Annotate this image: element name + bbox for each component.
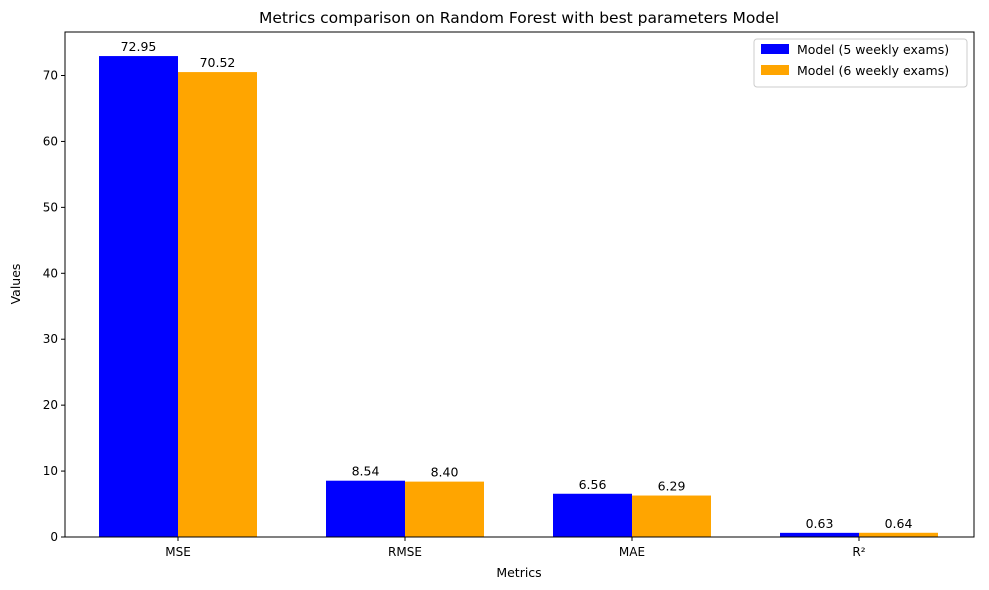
y-axis: 0 10 20 30 40 50 60 70 <box>43 69 65 544</box>
data-label: 6.29 <box>658 479 686 494</box>
x-axis-label: Metrics <box>496 565 541 580</box>
data-label: 8.40 <box>431 465 459 480</box>
y-axis-label: Values <box>8 264 23 305</box>
y-tick-label: 0 <box>50 530 58 544</box>
y-tick-label: 40 <box>43 266 58 280</box>
bar <box>553 493 632 537</box>
y-tick-label: 60 <box>43 134 58 148</box>
bar <box>405 481 484 537</box>
legend-frame <box>753 38 968 88</box>
data-label: 8.54 <box>352 464 380 479</box>
x-tick-label: MSE <box>165 545 191 559</box>
legend-label: Model (6 weekly exams) <box>797 63 949 78</box>
x-tick-label: RMSE <box>388 545 422 559</box>
chart-title: Metrics comparison on Random Forest with… <box>259 9 779 27</box>
y-tick-label: 10 <box>43 464 58 478</box>
data-label: 70.52 <box>200 55 236 70</box>
legend-swatch <box>761 65 789 75</box>
x-tick-label: R² <box>852 545 865 559</box>
data-label: 0.64 <box>885 516 913 531</box>
bar <box>780 532 859 537</box>
legend-swatch <box>761 44 789 54</box>
bar <box>178 72 257 537</box>
y-tick-label: 30 <box>43 332 58 346</box>
bar <box>326 480 405 537</box>
y-tick-label: 20 <box>43 398 58 412</box>
y-tick-label: 50 <box>43 200 58 214</box>
data-label-group: 72.95 8.54 6.56 0.63 70.52 8.40 6.29 0.64 <box>121 39 913 531</box>
legend: Model (5 weekly exams) Model (6 weekly ex… <box>753 38 968 88</box>
x-tick-label: MAE <box>619 545 645 559</box>
y-tick-label: 70 <box>43 69 58 83</box>
legend-label: Model (5 weekly exams) <box>797 42 949 57</box>
x-axis: MSE RMSE MAE R² <box>165 537 866 559</box>
data-label: 0.63 <box>806 516 834 531</box>
bar <box>859 532 938 537</box>
bar-group <box>99 56 938 537</box>
bar <box>99 56 178 537</box>
data-label: 6.56 <box>579 477 607 492</box>
data-label: 72.95 <box>121 39 157 54</box>
plot-frame <box>64 31 975 538</box>
bar <box>632 495 711 537</box>
